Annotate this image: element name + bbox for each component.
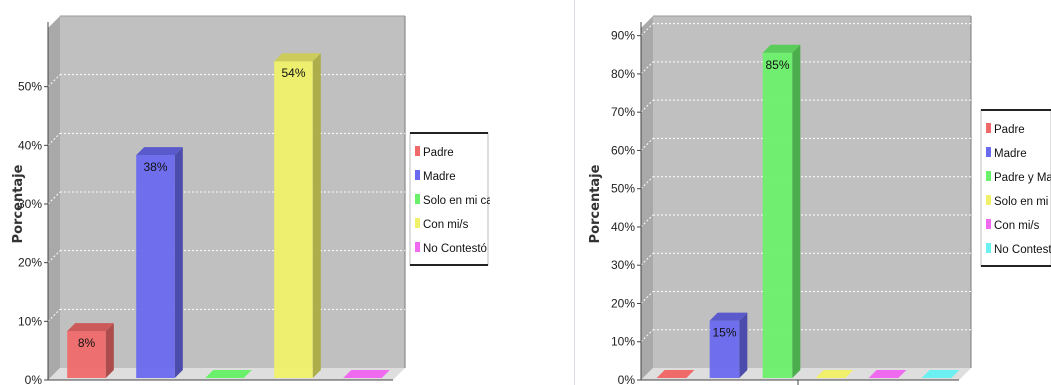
gridline-side — [640, 291, 654, 304]
legend-swatch — [415, 242, 420, 252]
gridline-side — [47, 250, 61, 264]
data-label: 8% — [78, 336, 96, 350]
legend-label: Padre y Madre — [994, 172, 1051, 184]
gridline-side — [640, 252, 654, 266]
legend-swatch — [415, 146, 420, 156]
legend-label: Solo en mi cas — [423, 195, 490, 207]
legend-label: Solo en mi cas — [994, 196, 1051, 208]
chart-right-svg: 0% 10% 20% 30% 40% 50% 60% 70% 80% 90% Porcentaje 1… — [588, 15, 1051, 385]
gridline-side — [640, 61, 654, 75]
gridline-side — [47, 74, 61, 88]
legend-swatch — [986, 123, 991, 133]
legend-label: Madre — [994, 148, 1027, 160]
y-tick-label: 20% — [18, 256, 42, 270]
y-tick-label: 80% — [611, 67, 635, 81]
bar — [868, 370, 907, 378]
data-label: 38% — [143, 160, 167, 174]
bar-top — [67, 323, 114, 332]
gridline-side — [640, 99, 654, 113]
legend-label: No Contestó — [423, 243, 487, 255]
bar — [815, 370, 854, 378]
bar-top — [762, 44, 801, 53]
gridline-side — [47, 191, 61, 205]
bar — [762, 52, 793, 379]
data-label: 54% — [281, 66, 305, 80]
side-wall — [641, 16, 653, 380]
legend-label: Con mi/s — [994, 220, 1040, 232]
y-tick-label: 70% — [611, 105, 635, 119]
panel-separator — [574, 0, 575, 385]
gridline-side — [47, 132, 61, 146]
y-tick-label: 30% — [18, 197, 42, 211]
y-tick-label: 50% — [18, 80, 42, 94]
bar — [205, 370, 252, 378]
legend-swatch — [986, 195, 991, 205]
legend-swatch — [986, 171, 991, 181]
legend-swatch — [415, 218, 420, 228]
bar — [656, 370, 695, 378]
bar-top — [136, 147, 183, 156]
bar-top — [709, 312, 748, 321]
y-tick-label: 30% — [611, 258, 635, 272]
chart-left: 0% 10% 20% 30% 40% 50% Porcentaje 8% 38% 54% Padre… — [0, 0, 490, 385]
legend-label: No Contestó — [994, 244, 1051, 256]
legend-swatch — [986, 147, 991, 157]
bar — [274, 61, 313, 378]
chart-right: 0% 10% 20% 30% 40% 50% 60% 70% 80% 90% Porcentaje 1… — [583, 0, 1051, 385]
gridline-side — [640, 23, 654, 37]
bar-side — [105, 323, 114, 378]
bar — [67, 331, 106, 378]
floor — [641, 368, 971, 380]
y-tick-label: 40% — [611, 220, 635, 234]
y-tick-label: 40% — [18, 138, 42, 152]
gridline-side — [640, 176, 654, 190]
bar-side — [174, 147, 183, 378]
bar-side — [312, 53, 321, 378]
data-label: 15% — [712, 326, 736, 340]
y-tick-label: 10% — [18, 314, 42, 328]
legend-label: Padre — [423, 147, 454, 159]
bar-side — [792, 44, 801, 379]
legend-swatch — [415, 170, 420, 180]
legend-label: Con mi/s — [423, 219, 469, 231]
y-tick-label: 20% — [611, 296, 635, 310]
gridline-side — [640, 138, 654, 151]
legend-swatch — [986, 219, 991, 229]
y-tick-label: 50% — [611, 182, 635, 196]
y-tick-label: 0% — [25, 373, 43, 385]
y-tick-label: 10% — [611, 335, 635, 349]
bar-top — [274, 53, 321, 62]
y-axis-title: Porcentaje — [588, 164, 603, 243]
gridline-side — [47, 308, 61, 322]
legend-label: Madre — [423, 171, 456, 183]
back-wall — [653, 16, 971, 368]
gridline-side — [640, 329, 654, 343]
bar — [343, 370, 390, 378]
chart-left-svg: 0% 10% 20% 30% 40% 50% Porcentaje 8% 38% 54% Padre… — [11, 15, 490, 385]
y-tick-label: 90% — [611, 29, 635, 43]
y-tick-label: 60% — [611, 143, 635, 157]
y-tick-label: 0% — [618, 373, 636, 385]
bar — [136, 155, 175, 378]
bar — [921, 370, 960, 378]
legend-swatch — [415, 194, 420, 204]
gridline-side — [640, 214, 654, 228]
y-axis-title: Porcentaje — [11, 164, 26, 243]
legend-swatch — [986, 243, 991, 253]
bar-side — [739, 312, 748, 378]
data-label: 85% — [765, 58, 789, 72]
legend-label: Padre — [994, 124, 1025, 136]
bar — [709, 320, 740, 378]
